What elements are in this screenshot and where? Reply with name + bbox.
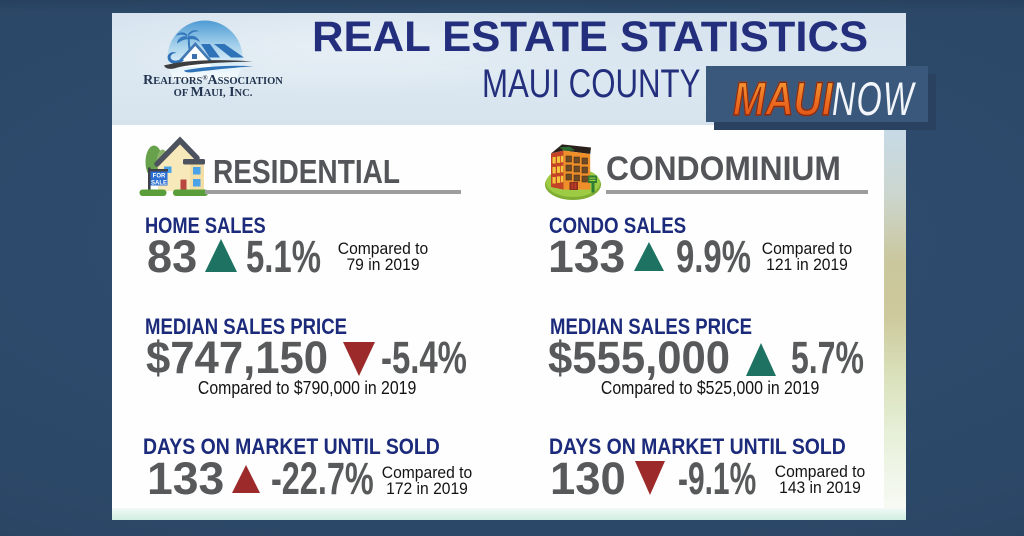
svg-text:FOR: FOR	[153, 174, 166, 180]
svg-text:SALE: SALE	[151, 181, 167, 187]
